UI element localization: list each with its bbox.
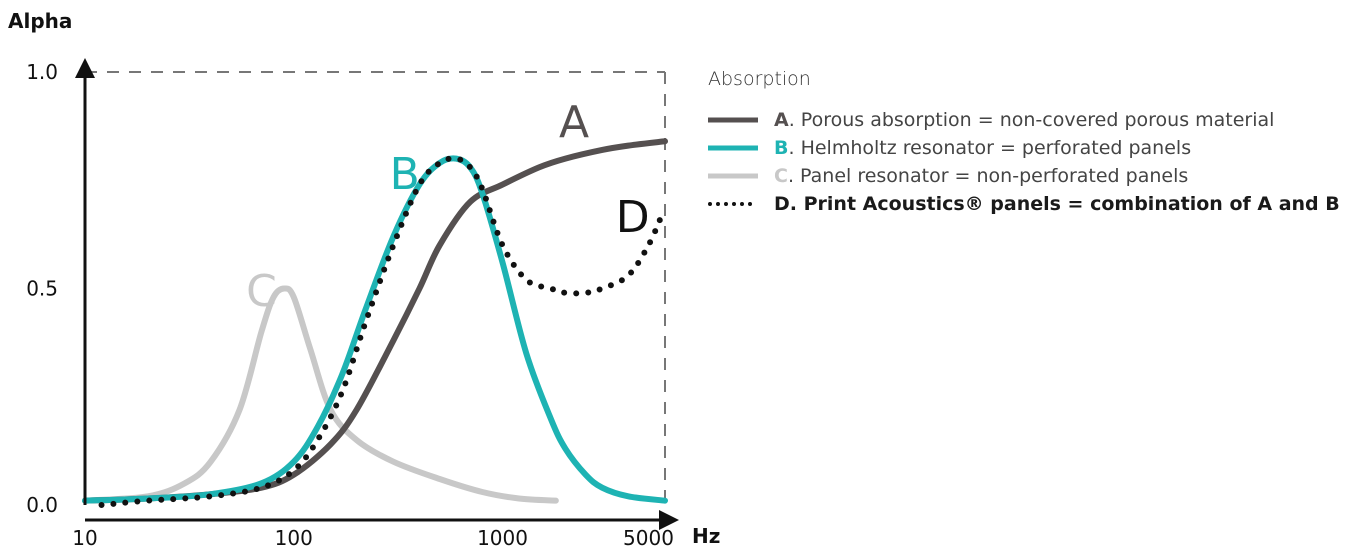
chart-tick-labels: 10 100 1000 5000 0.0 0.5 1.0: [26, 60, 674, 550]
legend-item-d: D. Print Acoustics® panels = combination…: [708, 190, 1340, 218]
curve-label-b: B: [390, 149, 420, 200]
curve-c: [82, 285, 559, 504]
legend-item-a: A. Porous absorption = non-covered porou…: [708, 106, 1340, 134]
chart-axes: [75, 58, 679, 530]
legend-swatch-b: [708, 145, 758, 151]
chart-curves: [82, 138, 668, 508]
legend-title: Absorption: [708, 68, 811, 90]
x-axis-arrow: [659, 510, 679, 530]
chart-legend: Absorption A. Porous absorption = non-co…: [708, 68, 1340, 218]
curve-a: [82, 138, 668, 504]
legend-letter-a: A: [774, 109, 789, 131]
legend-desc-b: . Helmholtz resonator = perforated panel…: [788, 137, 1192, 159]
legend-swatch-c: [708, 173, 758, 179]
legend-desc-a: . Porous absorption = non-covered porous…: [788, 109, 1275, 131]
y-axis-arrow: [75, 58, 95, 78]
y-axis-label: Alpha: [8, 9, 72, 33]
x-tick-label: 100: [275, 526, 313, 550]
x-tick-label: 1000: [477, 526, 528, 550]
legend-item-b: B. Helmholtz resonator = perforated pane…: [708, 134, 1340, 162]
legend-letter-d: D: [774, 193, 790, 215]
legend-letter-c: C: [774, 165, 788, 187]
y-tick-label: 1.0: [26, 60, 58, 84]
legend-item-c: C. Panel resonator = non-perforated pane…: [708, 162, 1340, 190]
legend-desc-c: . Panel resonator = non-perforated panel…: [787, 165, 1189, 187]
curve-letter-labels: A B C D: [246, 97, 650, 317]
y-tick-label: 0.0: [26, 493, 58, 517]
curve-label-c: C: [246, 266, 277, 317]
x-tick-label: 10: [72, 526, 97, 550]
curve-label-d: D: [616, 192, 650, 243]
legend-swatch-d: [708, 202, 758, 206]
legend-swatch-a: [708, 117, 758, 123]
legend-letter-b: B: [774, 137, 789, 159]
curve-d: [98, 155, 665, 508]
x-axis-label: Hz: [692, 524, 720, 548]
curve-label-a: A: [559, 97, 589, 148]
legend-desc-d: . Print Acoustics® panels = combination …: [789, 193, 1340, 215]
x-tick-label: 5000: [623, 526, 674, 550]
y-tick-label: 0.5: [26, 277, 58, 301]
